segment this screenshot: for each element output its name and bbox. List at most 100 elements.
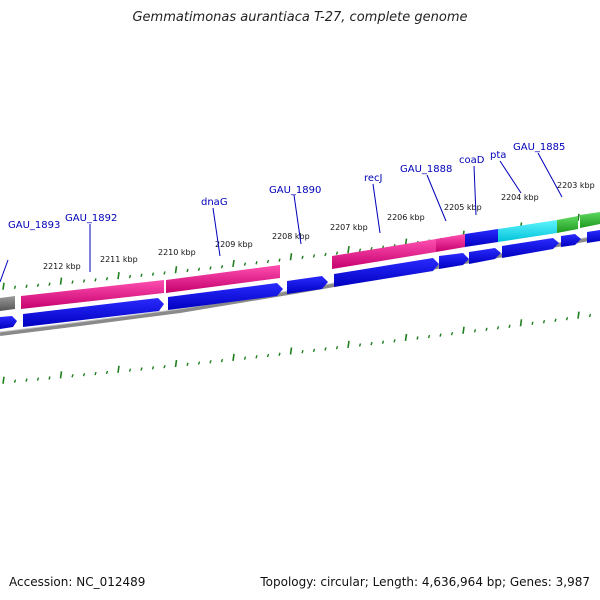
gene-leader-lines [0, 152, 563, 283]
major-tick [117, 272, 120, 280]
gene-label[interactable]: GAU_1885 [513, 142, 565, 153]
minor-tick [209, 360, 212, 364]
kbp-label: 2208 kbp [272, 232, 310, 241]
gene-label[interactable]: coaD [459, 155, 485, 166]
kbp-label: 2203 kbp [557, 181, 595, 190]
kbp-label: 2207 kbp [330, 223, 368, 232]
gene-label[interactable]: pta [490, 150, 506, 161]
feature-recJ[interactable] [332, 239, 436, 269]
major-tick [2, 376, 5, 384]
minor-tick [358, 343, 362, 347]
feature-GAU_1885[interactable] [557, 216, 578, 233]
reverse-strand-track [0, 230, 600, 329]
minor-tick [36, 283, 40, 287]
minor-tick [416, 336, 419, 340]
major-tick [174, 266, 178, 274]
minor-tick [335, 345, 339, 350]
gene-label[interactable]: dnaG [201, 197, 228, 208]
minor-tick [128, 274, 132, 279]
minor-tick [151, 272, 155, 276]
minor-tick [82, 279, 86, 283]
feature-GAU_1892[interactable] [21, 280, 164, 309]
minor-tick [588, 313, 592, 318]
map-title: Gemmatimonas aurantiaca T-27, complete g… [132, 10, 468, 25]
arrow-4[interactable] [287, 276, 328, 294]
minor-tick [496, 326, 500, 330]
minor-tick [25, 378, 28, 382]
major-tick [117, 365, 120, 373]
kbp-label: 2210 kbp [158, 248, 196, 257]
forward-strand-track [0, 212, 600, 311]
gene-label[interactable]: GAU_1892 [65, 213, 117, 224]
minor-tick [82, 372, 86, 377]
kbp-label: 2209 kbp [215, 240, 253, 249]
minor-tick [381, 340, 385, 344]
arrow-3[interactable] [168, 283, 283, 310]
minor-tick [36, 377, 40, 381]
kbp-label: 2211 kbp [100, 255, 138, 264]
major-tick [347, 340, 350, 348]
major-tick [519, 319, 523, 327]
arrow-2[interactable] [23, 298, 164, 327]
feature-green-right[interactable] [580, 212, 600, 228]
minor-tick [163, 364, 166, 369]
arrow-1[interactable] [0, 316, 17, 329]
feature-GAU_1888[interactable] [436, 234, 465, 252]
major-tick [577, 311, 580, 319]
feature-coaD[interactable] [465, 229, 498, 247]
leader-line [212, 207, 221, 257]
leader-line [426, 174, 447, 222]
minor-tick [393, 339, 396, 343]
minor-tick [71, 374, 74, 378]
major-tick [232, 353, 235, 361]
leader-line [473, 165, 477, 216]
minor-tick [25, 284, 28, 288]
kbp-labels: 2212 kbp 2211 kbp 2210 kbp 2209 kbp 2208… [43, 181, 595, 271]
minor-tick [243, 262, 247, 266]
minor-tick [266, 353, 270, 358]
minor-tick [335, 251, 339, 255]
arrow-8[interactable] [502, 238, 559, 258]
gene-label[interactable]: GAU_1893 [8, 220, 60, 231]
major-tick [174, 359, 178, 368]
minor-tick [531, 321, 534, 326]
gene-label[interactable]: recJ [364, 173, 383, 184]
minor-tick [312, 348, 316, 353]
minor-tick [151, 366, 155, 370]
feature-gray[interactable] [0, 296, 15, 311]
arrow-9[interactable] [561, 234, 581, 247]
major-tick [232, 259, 235, 268]
minor-tick [358, 248, 362, 252]
arrow-5[interactable] [334, 258, 439, 287]
major-tick [2, 282, 5, 290]
arrow-10[interactable] [587, 230, 600, 243]
gene-labels: GAU_1893 GAU_1892 dnaG GAU_1890 recJ GAU… [8, 142, 565, 231]
major-tick [462, 326, 465, 334]
minor-tick [370, 341, 373, 346]
minor-tick [94, 371, 97, 376]
major-tick [404, 333, 408, 342]
minor-tick [542, 320, 546, 324]
leader-line [372, 183, 381, 234]
minor-tick [485, 327, 488, 332]
leader-line [0, 259, 9, 283]
minor-tick [312, 254, 316, 258]
leader-line [499, 160, 522, 194]
feature-dnaG[interactable] [166, 265, 280, 293]
arrow-7[interactable] [469, 248, 501, 264]
minor-tick [186, 268, 189, 273]
gene-label[interactable]: GAU_1888 [400, 164, 452, 175]
major-tick [347, 246, 350, 254]
minor-tick [508, 324, 511, 329]
kbp-label: 2204 kbp [501, 193, 539, 202]
minor-tick [94, 278, 97, 282]
feature-pta[interactable] [498, 220, 557, 242]
minor-tick [13, 379, 17, 383]
arrow-6[interactable] [439, 253, 469, 269]
gene-label[interactable]: GAU_1890 [269, 185, 321, 196]
minor-tick [301, 349, 304, 354]
accession-text: Accession: NC_012489 [9, 575, 146, 589]
minor-tick [554, 318, 557, 322]
major-tick [289, 253, 293, 261]
